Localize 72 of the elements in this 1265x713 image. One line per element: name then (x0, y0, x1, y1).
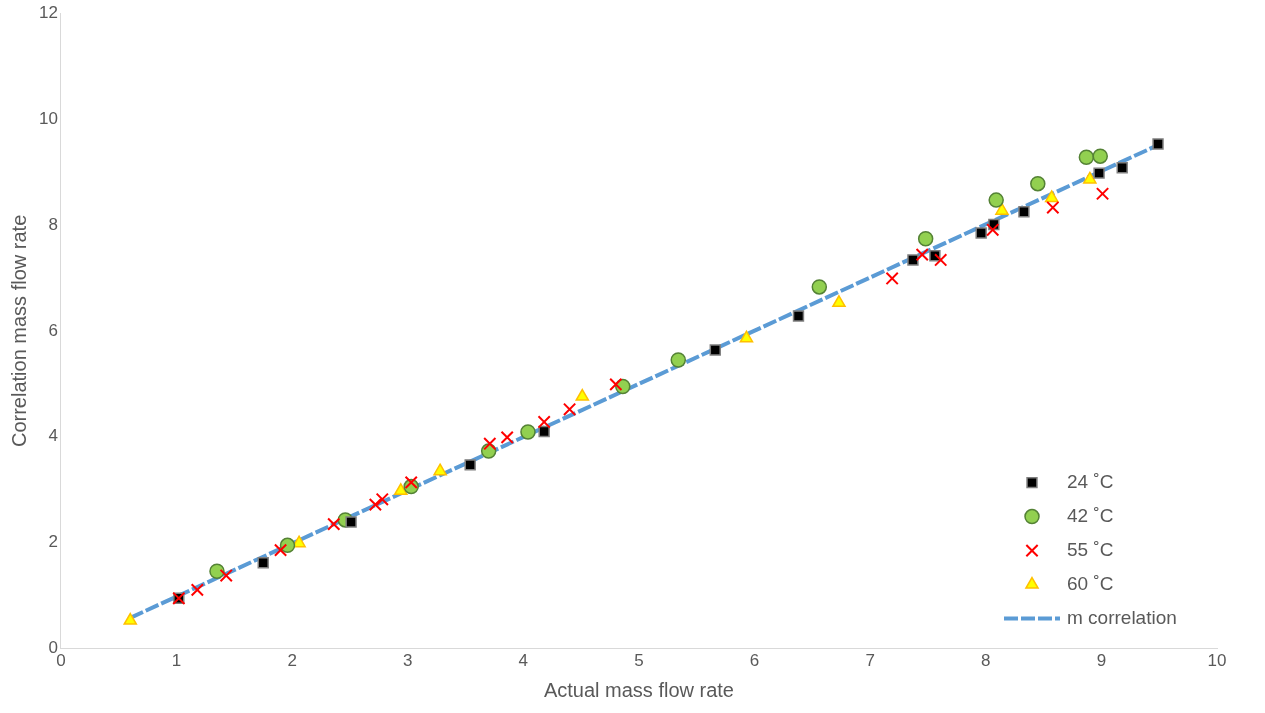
point (327, 517, 341, 531)
y-tick-label: 4 (48, 426, 58, 446)
point (986, 223, 1000, 237)
point (190, 583, 204, 597)
point (988, 192, 1004, 208)
y-tick-label: 2 (48, 532, 58, 552)
y-axis-title: Correlation mass flow rate (7, 214, 30, 448)
legend-label: 60 ˚C (1067, 572, 1114, 594)
point (123, 612, 138, 625)
point (375, 492, 389, 506)
point (811, 279, 828, 295)
point (1030, 175, 1046, 192)
point (562, 402, 577, 416)
y-tick-label: 0 (48, 638, 58, 658)
point (464, 459, 476, 471)
point (483, 437, 497, 451)
x-tick-label: 3 (403, 651, 413, 671)
legend-label: m correlation (1067, 606, 1177, 628)
x-axis-title: Actual mass flow rate (543, 678, 734, 701)
point (219, 568, 233, 583)
point (345, 516, 357, 528)
point (1092, 148, 1108, 164)
y-tick-label: 10 (38, 108, 58, 128)
point (670, 352, 687, 368)
point (257, 557, 269, 569)
y-tick-label: 6 (48, 320, 58, 340)
point (279, 537, 296, 554)
x-tick-label: 5 (634, 651, 644, 671)
legend-label: 24 ˚C (1067, 470, 1114, 492)
point (433, 463, 447, 476)
point (907, 254, 919, 266)
point (500, 430, 514, 444)
point (1095, 187, 1110, 201)
point (1152, 138, 1164, 150)
x-tick-label: 10 (1207, 651, 1227, 671)
point (709, 344, 721, 356)
y-tick-label: 8 (48, 214, 58, 234)
point (934, 253, 948, 267)
point (917, 231, 934, 247)
point (1044, 190, 1059, 203)
point (832, 295, 846, 308)
point (1018, 206, 1030, 218)
legend-label: 42 ˚C (1067, 504, 1114, 526)
point (739, 330, 754, 343)
point (404, 475, 418, 489)
x-tick-label: 9 (1096, 651, 1107, 671)
x-tick-label: 4 (518, 651, 529, 671)
legend-label: 55 ˚C (1067, 538, 1114, 560)
point (609, 377, 623, 392)
point (209, 563, 225, 580)
point (575, 388, 590, 401)
point (1116, 162, 1128, 174)
x-tick-label: 1 (171, 651, 182, 671)
point (1046, 200, 1060, 215)
x-tick-label: 2 (287, 651, 297, 671)
point (393, 483, 408, 496)
point (1078, 149, 1095, 165)
point (1093, 167, 1105, 179)
point (975, 227, 987, 239)
point (915, 248, 929, 262)
y-tick-label: 12 (38, 2, 58, 22)
point (537, 415, 551, 429)
x-tick-label: 7 (865, 651, 875, 671)
point (273, 543, 288, 557)
point (368, 497, 383, 512)
x-tick-label: 6 (749, 651, 760, 671)
point (538, 425, 550, 438)
point (520, 424, 536, 440)
point (885, 271, 899, 286)
point (1083, 171, 1097, 184)
point (792, 310, 805, 322)
x-tick-label: 8 (981, 651, 991, 671)
